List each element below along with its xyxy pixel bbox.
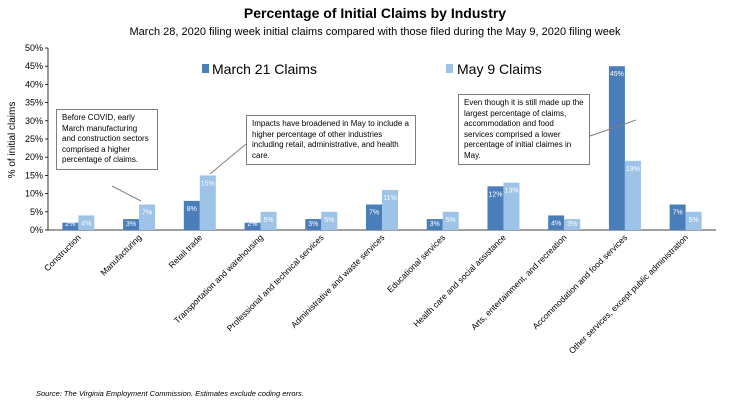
data-label: 7% bbox=[673, 210, 683, 217]
bar-march bbox=[487, 186, 504, 230]
data-label: 11% bbox=[383, 195, 397, 202]
bars bbox=[62, 66, 702, 230]
legend-label-may: May 9 Claims bbox=[457, 61, 542, 77]
category-label: Construction bbox=[42, 232, 83, 273]
y-tick-label: 15% bbox=[25, 170, 43, 180]
bar-march bbox=[123, 219, 140, 230]
category-label: Manufacturing bbox=[98, 232, 143, 277]
bar-may bbox=[503, 182, 520, 230]
y-tick-label: 30% bbox=[25, 116, 43, 126]
y-tick-label: 0% bbox=[30, 225, 43, 235]
source-note: Source: The Virginia Employment Commissi… bbox=[36, 389, 304, 398]
callout-line-1 bbox=[111, 185, 142, 202]
data-label: 5% bbox=[263, 217, 273, 224]
legend-swatch-may bbox=[446, 64, 453, 73]
data-label: 3% bbox=[126, 221, 136, 228]
bar-march bbox=[366, 204, 382, 230]
chart-title: Percentage of Initial Claims by Industry bbox=[244, 5, 506, 21]
legend-label-march: March 21 Claims bbox=[212, 61, 317, 77]
data-label: 8% bbox=[187, 206, 197, 213]
data-label: 5% bbox=[324, 217, 334, 224]
category-label: Retail trade bbox=[166, 232, 204, 270]
bar-may bbox=[78, 215, 95, 230]
category-labels: Construction Manufacturing Retail tradeTra… bbox=[42, 232, 690, 356]
data-label: 19% bbox=[626, 166, 640, 173]
category-label: Other services, except public administra… bbox=[567, 232, 691, 356]
bar-march bbox=[426, 219, 443, 230]
bar-march bbox=[305, 219, 322, 230]
data-label: 15% bbox=[201, 180, 215, 187]
bar-may bbox=[564, 219, 581, 230]
y-tick-label: 25% bbox=[25, 134, 43, 144]
bar-march bbox=[183, 200, 200, 230]
data-label: 3% bbox=[430, 221, 440, 228]
y-tick-label: 20% bbox=[25, 152, 43, 162]
callout-lines bbox=[111, 119, 637, 202]
data-label: 7% bbox=[369, 210, 379, 217]
bar-may bbox=[685, 211, 702, 230]
annotation-box-1: Before COVID, early March manufacturing … bbox=[56, 109, 158, 170]
y-tick-label: 45% bbox=[25, 61, 43, 71]
bar-march bbox=[669, 204, 686, 230]
data-label: 3% bbox=[567, 221, 577, 228]
data-label: 5% bbox=[446, 217, 456, 224]
data-label: 7% bbox=[142, 210, 152, 217]
data-label: 4% bbox=[551, 220, 561, 227]
data-label: 5% bbox=[689, 217, 699, 224]
bar-march bbox=[548, 215, 565, 230]
callout-line-2 bbox=[209, 143, 247, 175]
y-tick-label: 5% bbox=[30, 207, 43, 217]
y-tick-label: 10% bbox=[25, 189, 43, 199]
bar-may bbox=[442, 211, 459, 230]
bar-march bbox=[62, 222, 79, 230]
category-label: Educational services bbox=[385, 232, 447, 294]
data-label: 2% bbox=[247, 221, 257, 228]
category-label: Professional and technical services bbox=[225, 232, 326, 333]
bar-may bbox=[260, 211, 277, 230]
category-label: Accommodation and food services bbox=[530, 232, 629, 331]
annotation-box-2: Impacts have broadened in May to include… bbox=[246, 115, 416, 165]
bar-may bbox=[321, 211, 338, 230]
data-label: 4% bbox=[81, 220, 91, 227]
category-label: Arts, entertainment, and recreation bbox=[469, 232, 569, 332]
bar-may bbox=[382, 189, 398, 230]
bar-march bbox=[244, 222, 261, 230]
data-label: 2% bbox=[65, 221, 75, 228]
legend: March 21 Claims May 9 Claims bbox=[202, 61, 542, 77]
legend-swatch-march bbox=[202, 64, 209, 73]
data-labels: 2% 4% 3% 7% 8% 15% 2% 5% 3% 5% 7% 11% 3% 5% 12%13% 4% 3%… bbox=[65, 71, 698, 228]
callout-line-3 bbox=[589, 119, 637, 137]
data-label: 12% bbox=[488, 191, 502, 198]
annotation-box-3: Even though it is still made up the larg… bbox=[458, 94, 590, 165]
bar-march bbox=[608, 66, 625, 230]
y-tick-label: 40% bbox=[25, 79, 43, 89]
data-label: 13% bbox=[504, 188, 518, 195]
bar-may bbox=[624, 160, 641, 230]
bar-may bbox=[199, 175, 216, 230]
y-axis-ticks: 0% 5% 10% 15% 20% 25% 30% 35% 40% 45% 50% bbox=[25, 43, 48, 235]
chart-subtitle: March 28, 2020 filing week initial claim… bbox=[130, 26, 621, 38]
y-tick-label: 50% bbox=[25, 43, 43, 53]
y-axis-label: % of initial claims bbox=[7, 102, 18, 179]
data-label: 3% bbox=[308, 221, 318, 228]
y-tick-label: 35% bbox=[25, 98, 43, 108]
bar-may bbox=[139, 204, 156, 230]
data-label: 45% bbox=[610, 71, 624, 78]
